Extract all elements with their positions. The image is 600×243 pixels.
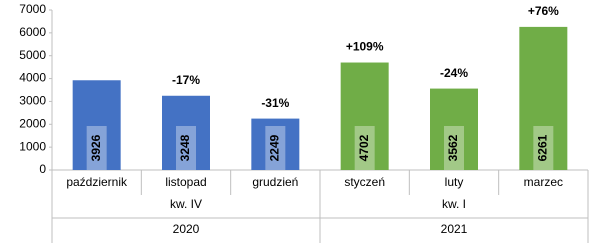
value-label: 4702 xyxy=(357,134,371,161)
value-label-box xyxy=(354,126,375,170)
y-tick-label: 4000 xyxy=(19,71,46,85)
bar xyxy=(162,95,210,170)
x-tick-label: marzec xyxy=(524,175,563,189)
annotation: +76% xyxy=(528,4,559,18)
annotation: -17% xyxy=(172,73,200,87)
x-tick-label: styczeń xyxy=(344,175,385,189)
group-label: 2020 xyxy=(173,222,200,236)
x-tick-label: grudzień xyxy=(252,175,298,189)
x-tick-label: listopad xyxy=(165,175,206,189)
bar xyxy=(340,62,389,171)
value-label: 6261 xyxy=(536,134,550,161)
value-label-box xyxy=(265,126,286,170)
bar xyxy=(251,118,300,170)
x-tick-label: luty xyxy=(445,175,464,189)
value-label: 3562 xyxy=(446,134,460,161)
value-label: 3926 xyxy=(89,134,103,161)
y-tick-label: 2000 xyxy=(19,116,46,130)
group-label: kw. I xyxy=(442,197,466,211)
value-label-box xyxy=(533,126,554,170)
y-tick-label: 1000 xyxy=(19,139,46,153)
bar xyxy=(430,88,478,170)
group-label: 2021 xyxy=(441,222,468,236)
value-label: 2249 xyxy=(268,134,282,161)
value-label-box xyxy=(176,126,196,170)
y-tick-label: 5000 xyxy=(19,48,46,62)
value-label-box xyxy=(86,126,107,170)
annotation: -24% xyxy=(440,66,468,80)
y-tick-label: 0 xyxy=(39,162,46,176)
value-label: 3248 xyxy=(178,134,192,161)
group-label: kw. IV xyxy=(170,197,202,211)
value-label-box xyxy=(444,126,464,170)
annotation: +109% xyxy=(346,40,384,54)
x-tick-label: październik xyxy=(66,175,128,189)
y-tick-label: 6000 xyxy=(19,25,46,39)
bar xyxy=(72,80,121,170)
annotation: -31% xyxy=(261,96,289,110)
y-tick-label: 7000 xyxy=(19,2,46,16)
bar xyxy=(519,26,568,170)
y-tick-label: 3000 xyxy=(19,94,46,108)
